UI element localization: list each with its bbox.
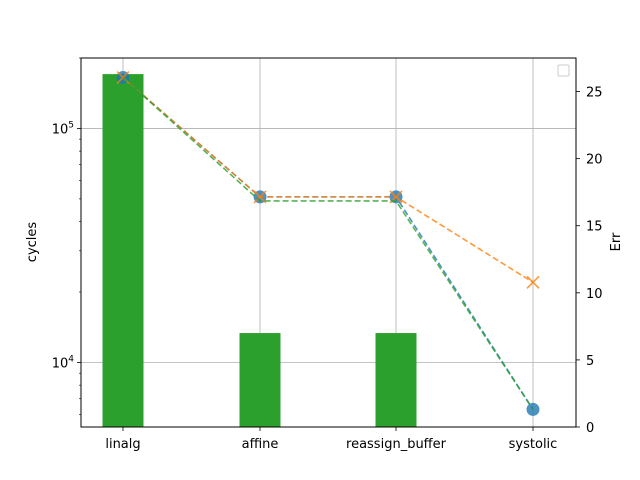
bar — [102, 74, 144, 428]
y2-axis-ticks: 0 5 10 15 20 25 — [576, 86, 603, 436]
y-axis-ticks: 104 105 — [52, 57, 81, 415]
y-tick-label: 105 — [52, 120, 74, 137]
series-line — [122, 76, 534, 410]
point-marker — [526, 275, 540, 289]
bar-series — [102, 74, 417, 428]
y2-tick-label: 0 — [586, 421, 594, 436]
x-tick-label: systolic — [509, 437, 558, 452]
y-axis-label: cycles — [25, 222, 40, 263]
y2-tick-label: 25 — [586, 86, 603, 101]
bar — [239, 333, 281, 427]
plot-frame — [80, 57, 577, 428]
series-line — [122, 76, 534, 284]
x-tick-label: reassign_buffer — [346, 437, 447, 452]
y2-axis-label: Err — [609, 232, 624, 251]
point-marker — [253, 190, 267, 204]
y-tick-label: 104 — [52, 354, 75, 371]
y2-tick-label: 10 — [586, 287, 603, 302]
x-axis-ticks: linalg affine reassign_buffer systolic — [105, 427, 557, 452]
x-tick-label: affine — [242, 437, 279, 452]
line-series — [116, 70, 540, 416]
legend-box — [557, 64, 570, 77]
y2-tick-label: 15 — [586, 220, 603, 235]
y2-tick-label: 20 — [586, 153, 603, 168]
y2-tick-label: 5 — [586, 354, 594, 369]
bar — [375, 333, 417, 427]
x-tick-label: linalg — [105, 437, 140, 452]
